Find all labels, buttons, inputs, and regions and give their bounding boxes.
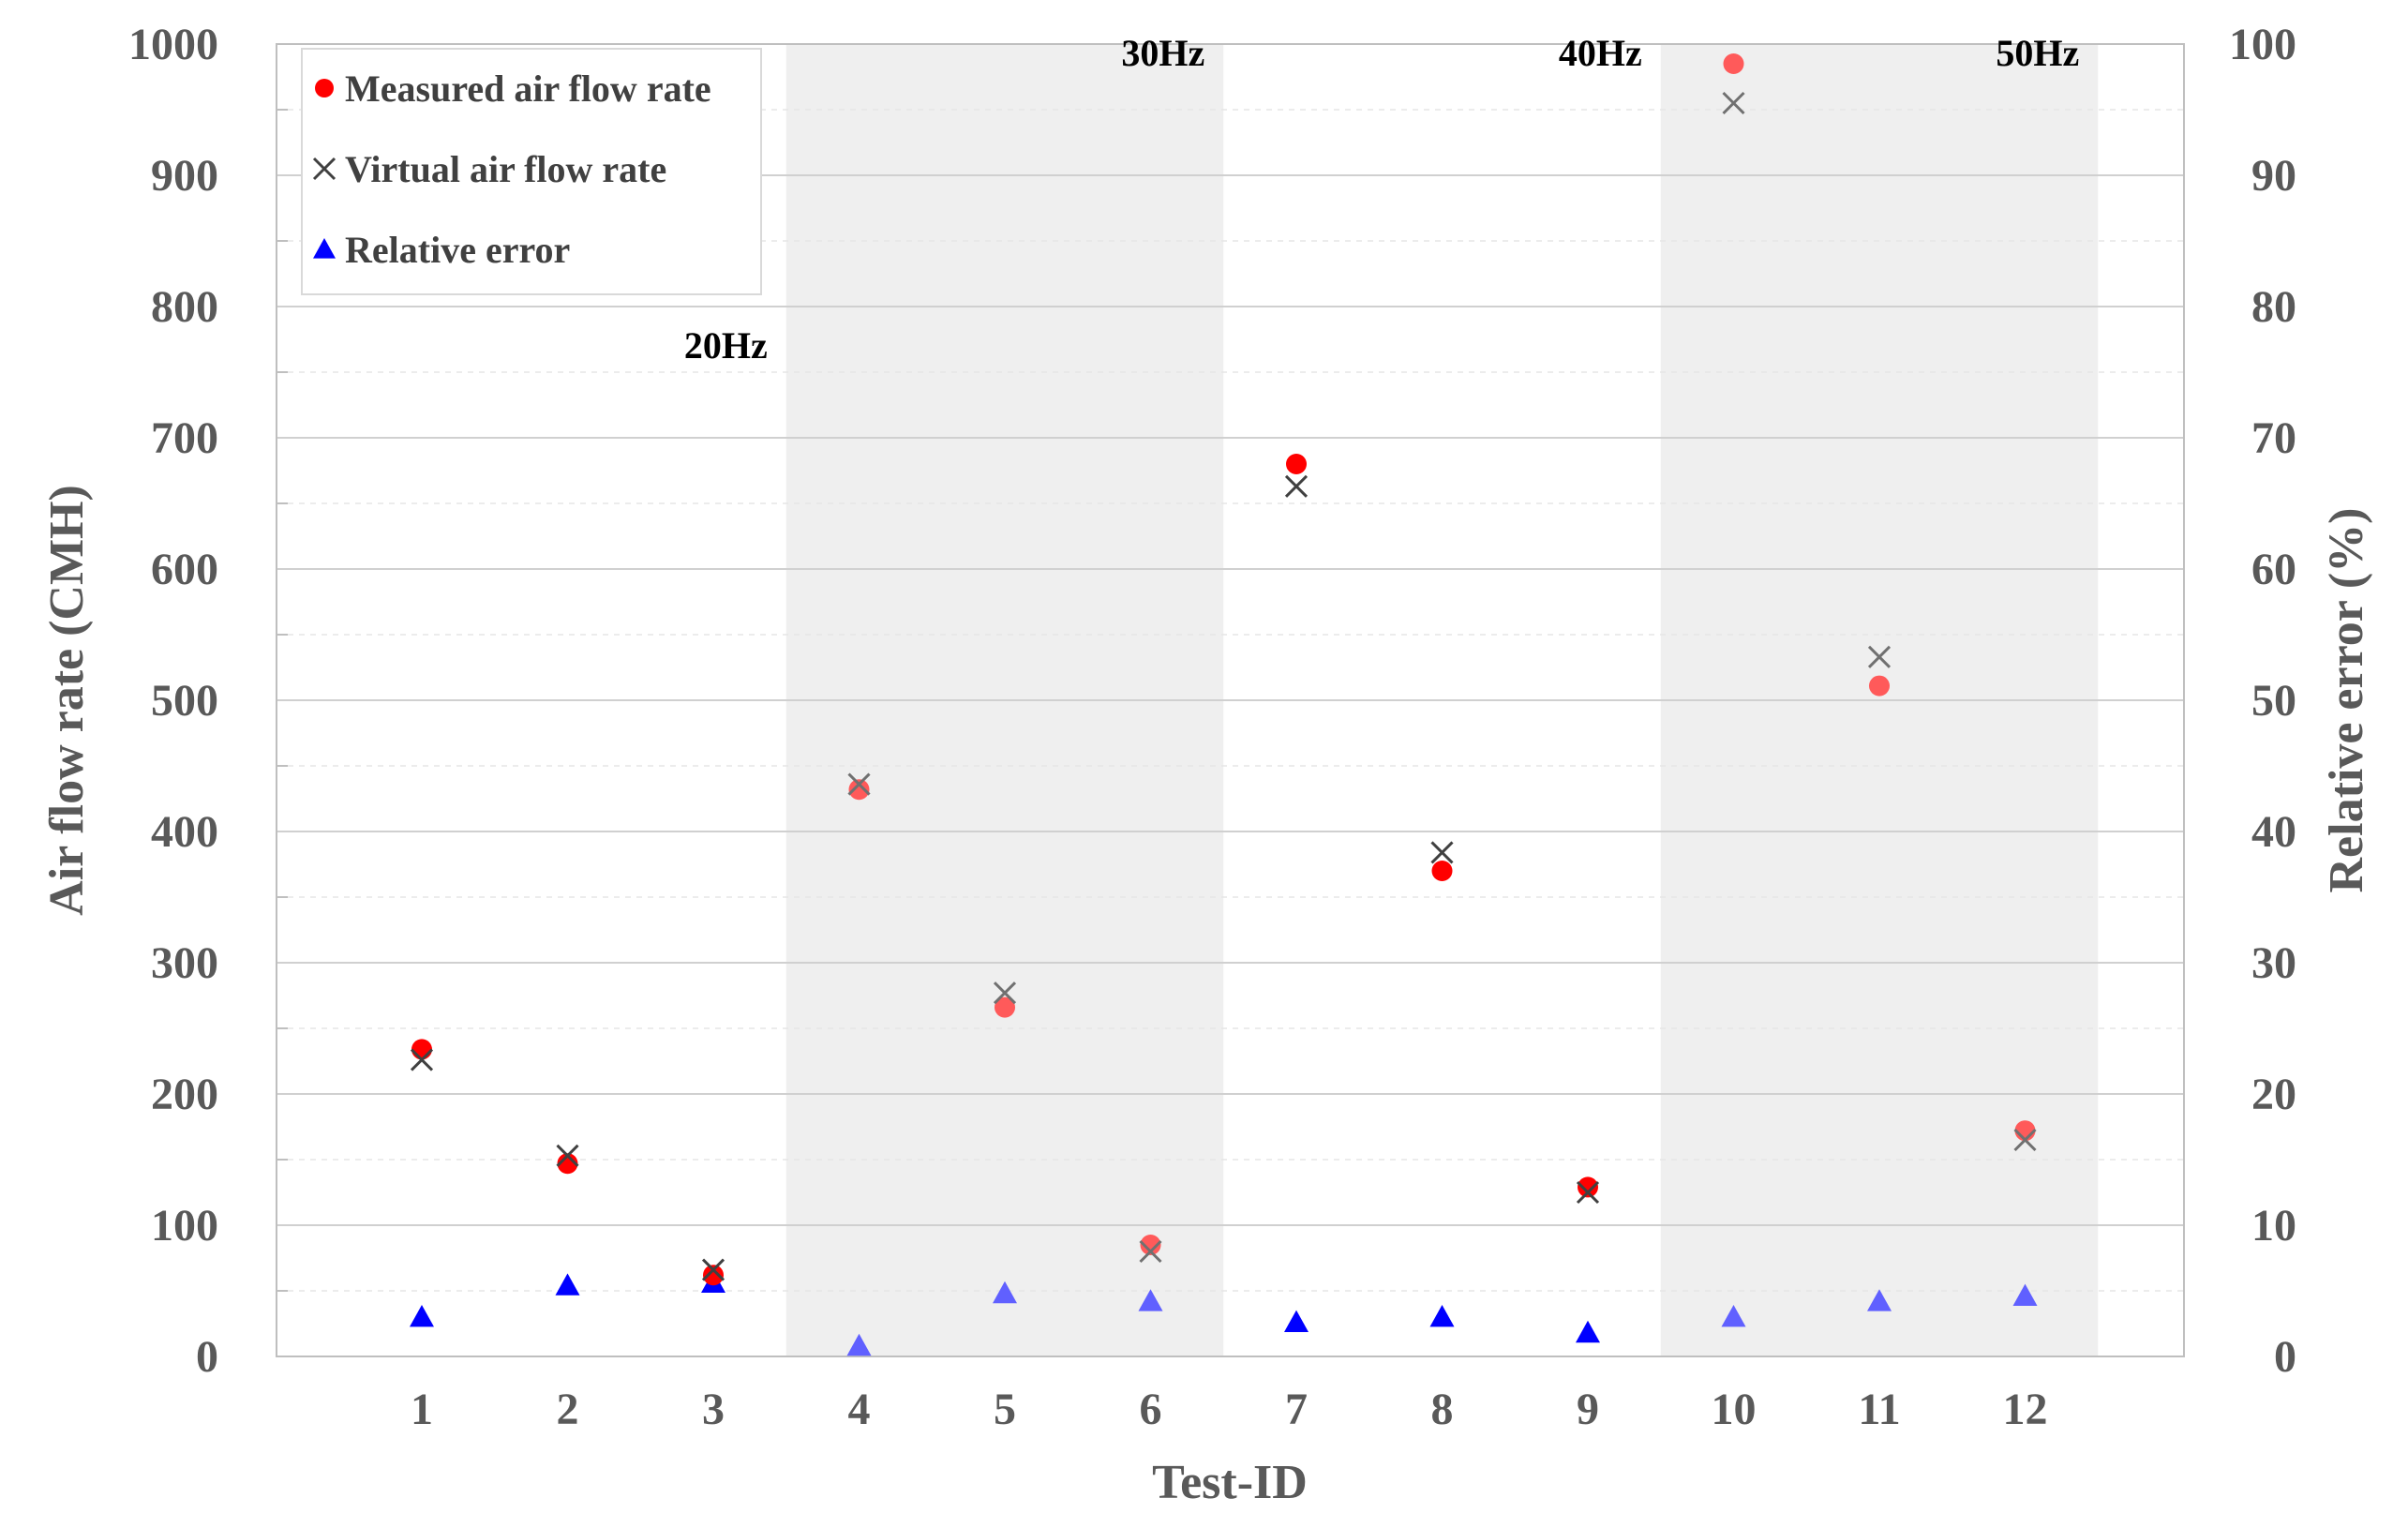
relative-error-point (1576, 1320, 1600, 1343)
y2-tick-label: 50 (2251, 676, 2296, 726)
virtual-point (1576, 1180, 1600, 1205)
x-tick-label: 12 (2003, 1385, 2048, 1434)
virtual-point (847, 772, 871, 796)
legend-item-relative-error: Relative error (313, 229, 570, 271)
y2-tick-label: 100 (2229, 20, 2296, 69)
virtual-point (993, 981, 1017, 1005)
relative-error-point (410, 1305, 434, 1327)
band-label-40Hz: 40Hz (1559, 32, 1642, 74)
measured-point (848, 779, 870, 801)
x-tick-label: 7 (1285, 1385, 1308, 1434)
y2-tick-label: 10 (2251, 1201, 2296, 1251)
legend-label-virtual: Virtual air flow rate (345, 148, 666, 190)
legend-item-measured: Measured air flow rate (315, 67, 711, 110)
virtual-point (1722, 91, 1745, 115)
virtual-point (410, 1048, 434, 1071)
y2-tick-label: 20 (2251, 1070, 2296, 1119)
measured-point (1869, 675, 1890, 697)
legend-label-relative-error: Relative error (345, 229, 570, 271)
x-tick-label: 9 (1577, 1385, 1599, 1434)
y-tick-label: 600 (151, 545, 218, 594)
legend-triangle-icon (313, 238, 336, 259)
measured-point (703, 1265, 724, 1286)
x-tick-label: 3 (702, 1385, 725, 1434)
y-tick-label: 200 (151, 1070, 218, 1119)
relative-error-point (993, 1281, 1017, 1304)
measured-point (557, 1153, 578, 1175)
y-tick-label: 700 (151, 413, 218, 463)
y2-tick-label: 0 (2274, 1332, 2296, 1382)
measured-point (1431, 861, 1453, 881)
y2-tick-label: 40 (2251, 807, 2296, 857)
measured-point (1140, 1235, 1161, 1255)
x-tick-label: 6 (1140, 1385, 1162, 1434)
y-tick-label: 800 (151, 282, 218, 332)
legend-x-icon (312, 157, 337, 181)
x-tick-label: 11 (1858, 1385, 1900, 1434)
plot-area-frame (276, 43, 2185, 1357)
relative-error-point (1721, 1305, 1746, 1327)
y2-tick-label: 30 (2251, 938, 2296, 988)
legend-item-virtual: Virtual air flow rate (312, 148, 666, 190)
y2-tick-label: 60 (2251, 545, 2296, 594)
virtual-point (701, 1258, 725, 1281)
y2-tick-label: 90 (2251, 151, 2296, 201)
x-tick-label: 10 (1712, 1385, 1757, 1434)
band-label-50Hz: 50Hz (1996, 32, 2079, 74)
relative-error-point (1429, 1305, 1455, 1327)
virtual-point (1867, 645, 1892, 668)
x-tick-label: 4 (848, 1385, 871, 1434)
y-tick-label: 900 (151, 151, 218, 201)
x-tick-label: 2 (557, 1385, 579, 1434)
relative-error-point (1284, 1310, 1309, 1332)
legend-box (301, 48, 762, 295)
measured-point (1578, 1176, 1598, 1198)
relative-error-point (555, 1273, 580, 1296)
y-tick-label: 100 (151, 1201, 218, 1251)
measured-point (1723, 53, 1744, 74)
virtual-point (2013, 1128, 2037, 1152)
y-tick-label: 300 (151, 938, 218, 988)
left-axis-ticks: 0 100 200 300 400 500 600 700 800 900 1000 (128, 20, 218, 1382)
x-tick-label: 1 (411, 1385, 433, 1434)
y-tick-label: 500 (151, 676, 218, 726)
legend: Measured air flow rate Virtual air flow … (301, 48, 762, 295)
band-labels: 20Hz 30Hz 40Hz 50Hz (684, 32, 2079, 367)
legend-circle-icon (315, 79, 334, 97)
y2-tick-label: 70 (2251, 413, 2296, 463)
x-tick-label: 5 (994, 1385, 1016, 1434)
y-axis-title: Air flow rate (CMH) (40, 485, 94, 916)
relative-error-point (846, 1333, 872, 1356)
relative-error-point (1867, 1289, 1892, 1311)
virtual-point (1139, 1239, 1162, 1264)
data-marks (410, 53, 2038, 1356)
measured-point (411, 1039, 432, 1060)
right-axis-ticks: 0 10 20 30 40 50 60 70 80 90 100 (2229, 20, 2296, 1382)
measured-point (1286, 454, 1307, 474)
x-tick-label: 8 (1431, 1385, 1454, 1434)
band-label-20Hz: 20Hz (684, 324, 768, 367)
x-axis-title: Test-ID (1152, 1456, 1308, 1509)
y-tick-label: 400 (151, 807, 218, 857)
y2-axis-title: Relative error (%) (2320, 508, 2373, 893)
virtual-point (556, 1144, 579, 1167)
measured-point (995, 996, 1015, 1018)
relative-error-point (1138, 1289, 1163, 1311)
relative-error-point (2012, 1283, 2038, 1306)
x-axis-ticks: 1 2 3 4 5 6 7 8 9 10 11 12 (411, 1385, 2048, 1434)
virtual-point (1284, 474, 1309, 498)
virtual-point (1430, 841, 1454, 864)
legend-label-measured: Measured air flow rate (345, 67, 711, 110)
y-tick-label: 1000 (128, 20, 218, 69)
band-label-30Hz: 30Hz (1121, 32, 1204, 74)
y-tick-label: 0 (196, 1332, 218, 1382)
y2-tick-label: 80 (2251, 282, 2296, 332)
